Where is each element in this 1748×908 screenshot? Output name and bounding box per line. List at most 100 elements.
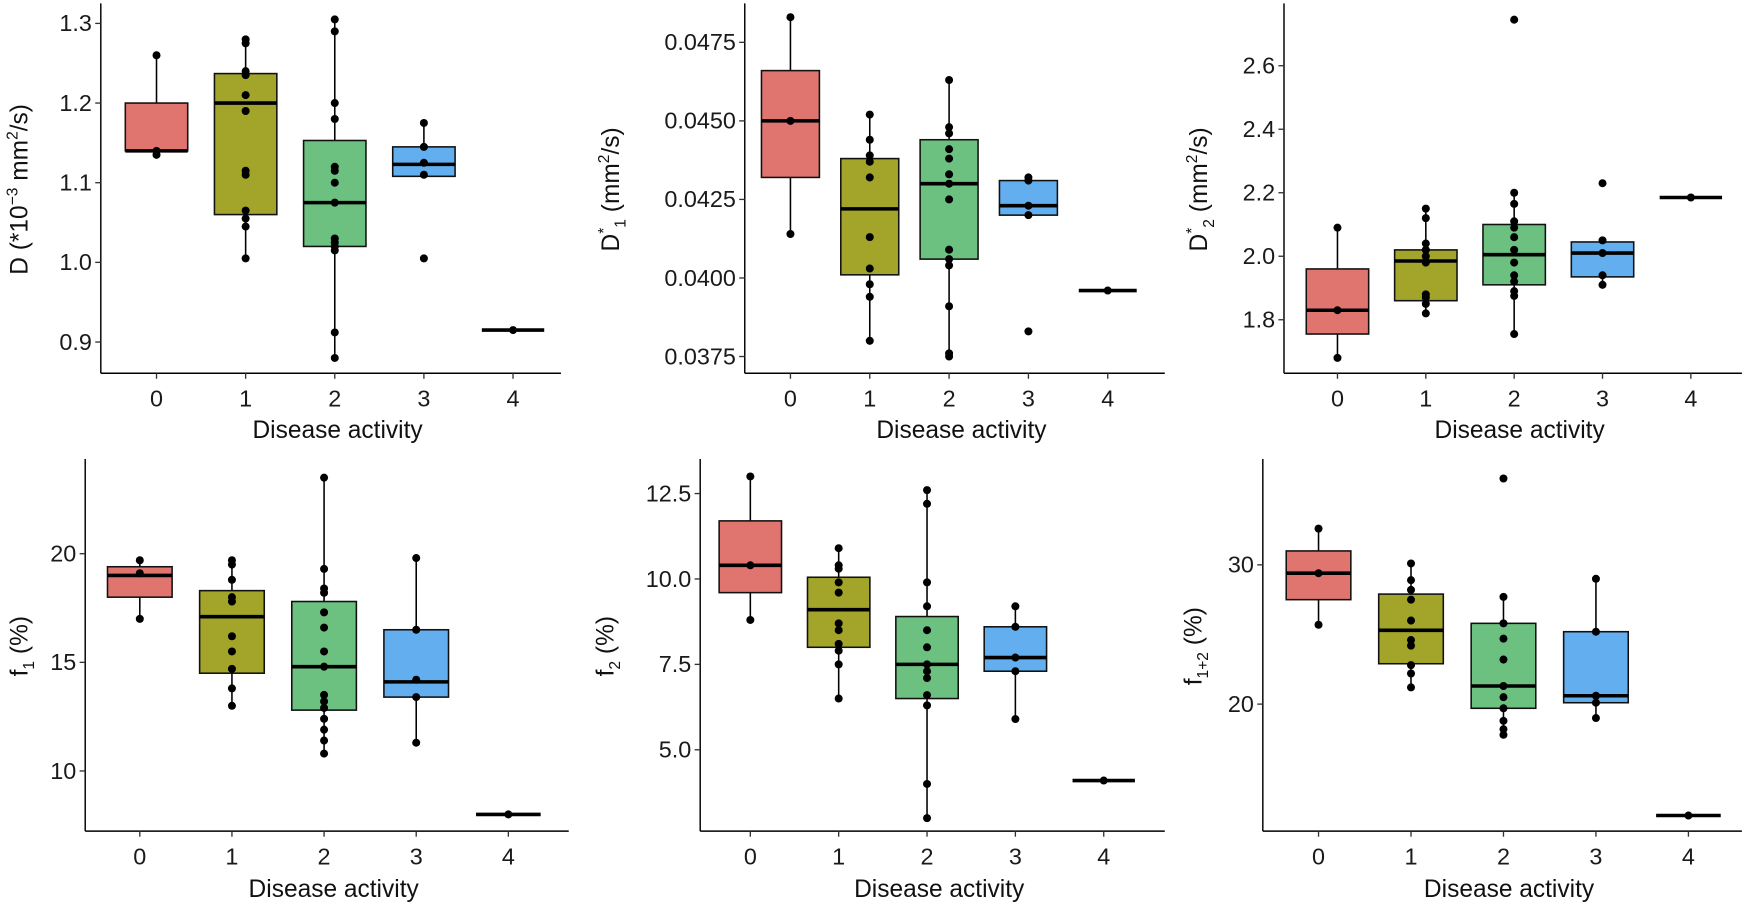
box-group-2: [919, 76, 979, 361]
y-axis-title-part: 2: [1184, 155, 1201, 164]
y-axis-title: f1​ (%): [6, 616, 38, 676]
x-tick-label: 4: [1682, 844, 1695, 870]
data-point: [1499, 474, 1508, 483]
data-point: [1598, 236, 1607, 245]
box: [718, 520, 783, 594]
data-point: [1598, 179, 1607, 188]
data-point: [834, 564, 843, 573]
box-group-3: [383, 554, 450, 747]
data-point: [1024, 327, 1033, 336]
x-tick-label: 3: [410, 844, 423, 870]
data-point: [320, 714, 329, 723]
data-point: [227, 647, 236, 656]
data-point: [152, 51, 161, 60]
data-point: [923, 691, 932, 700]
data-point: [1499, 619, 1508, 628]
x-tick-label: 2: [318, 844, 331, 870]
data-point: [227, 632, 236, 641]
data-point: [923, 701, 932, 710]
data-point: [1406, 683, 1416, 692]
data-point: [865, 336, 874, 345]
data-point: [320, 736, 329, 745]
box-group-1: [198, 556, 266, 710]
y-axis-title-part: 1+2: [1195, 652, 1212, 678]
data-point: [152, 150, 161, 159]
x-tick-label: 3: [1022, 386, 1035, 412]
data-point: [241, 91, 250, 100]
data-point: [945, 179, 954, 188]
data-point: [1406, 576, 1416, 585]
y-axis-title-part: f: [592, 669, 619, 676]
data-point: [945, 123, 954, 132]
box: [806, 576, 871, 649]
data-point: [1314, 569, 1323, 578]
data-point: [1598, 280, 1607, 289]
data-point: [135, 614, 144, 623]
data-point: [923, 660, 932, 669]
panel-4: 5.0 7.5 10.0 12.5 0 1 2 3 4 Disease activity f2​ (…: [592, 459, 1165, 903]
data-point: [1406, 636, 1416, 645]
y-tick-label: 2.0: [1243, 243, 1276, 269]
data-point: [1591, 691, 1600, 700]
data-point: [923, 486, 932, 495]
data-point: [1510, 188, 1519, 197]
data-point: [1024, 211, 1033, 220]
data-point: [1510, 277, 1519, 286]
data-point: [865, 264, 874, 273]
data-point: [1499, 634, 1508, 643]
data-point: [923, 499, 932, 508]
data-point: [945, 129, 954, 138]
y-tick-label: 10.0: [646, 566, 692, 592]
data-point: [945, 145, 954, 154]
data-point: [1421, 309, 1430, 318]
data-point: [330, 178, 339, 187]
data-point: [1499, 704, 1508, 713]
data-point: [1510, 15, 1519, 24]
data-point: [241, 107, 250, 116]
data-point: [227, 684, 236, 693]
y-tick-label: 0.0475: [664, 29, 735, 55]
data-point: [227, 597, 236, 606]
x-tick-label: 4: [1101, 386, 1114, 412]
y-axis-title-part: f: [6, 669, 33, 676]
y-tick-label: 1.0: [59, 249, 92, 275]
data-point: [1591, 698, 1600, 707]
data-point: [1011, 602, 1020, 611]
data-point: [1499, 682, 1508, 691]
x-tick-label: 2: [1497, 844, 1510, 870]
data-point: [746, 561, 755, 570]
data-point: [330, 198, 339, 207]
box-group-0: [106, 556, 173, 623]
x-tick-label: 0: [744, 844, 757, 870]
data-point: [320, 564, 329, 573]
box: [1305, 268, 1370, 335]
data-point: [241, 222, 250, 231]
data-point: [330, 27, 339, 36]
box-group-2: [290, 473, 358, 758]
data-point: [834, 646, 843, 655]
data-point: [509, 326, 518, 335]
data-point: [320, 697, 329, 706]
data-point: [1510, 245, 1519, 254]
data-point: [412, 738, 421, 747]
data-point: [320, 608, 329, 617]
data-point: [1099, 776, 1108, 785]
data-point: [241, 170, 250, 179]
box-group-3: [1562, 574, 1630, 723]
y-axis-title: D*​2​ (mm2​/s): [1184, 127, 1218, 251]
data-point: [923, 643, 932, 652]
box-group-0: [124, 51, 189, 159]
data-point: [1333, 223, 1342, 232]
data-point: [1421, 299, 1430, 308]
y-tick-label: 0.0425: [664, 186, 735, 212]
box-group-3: [998, 173, 1059, 336]
data-point: [865, 233, 874, 242]
data-point: [1406, 616, 1416, 625]
data-point: [1103, 286, 1112, 295]
box-group-4: [481, 326, 545, 335]
data-point: [1510, 291, 1519, 300]
box-group-0: [1305, 223, 1370, 362]
data-point: [330, 99, 339, 108]
y-tick-label: 2.4: [1243, 116, 1276, 142]
y-tick-label: 1.3: [59, 10, 92, 36]
